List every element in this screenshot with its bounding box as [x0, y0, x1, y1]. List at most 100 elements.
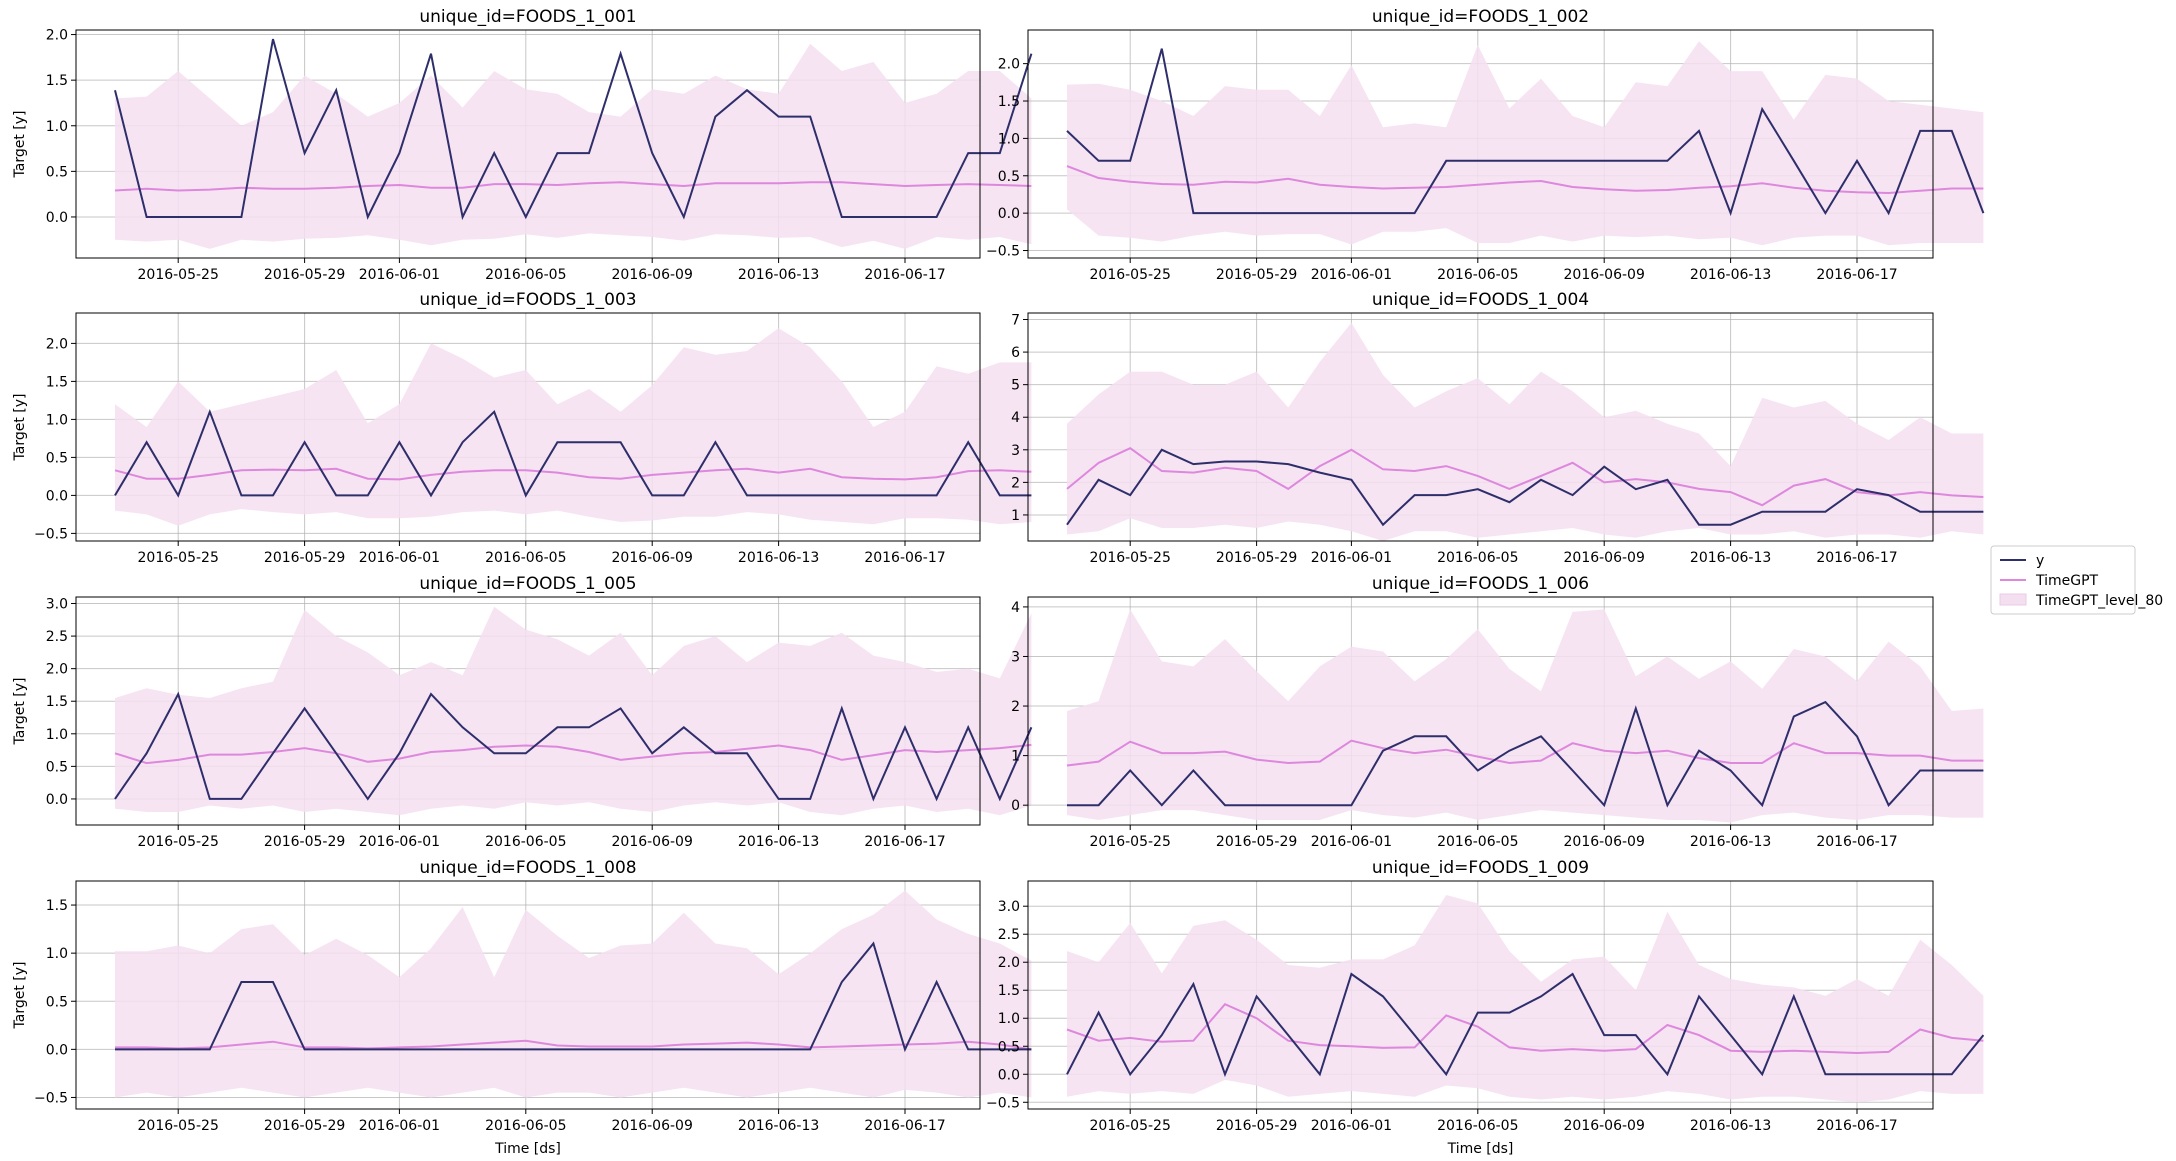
series-line-y	[1066, 972, 1985, 1078]
plot-frame	[1027, 29, 1934, 259]
y-tick-label: 2.5	[46, 629, 68, 645]
y-tick-label: 2	[1011, 699, 1020, 715]
x-tick-label: 2016-05-25	[1090, 1118, 1171, 1134]
series-band-level-80	[1067, 895, 1984, 1103]
series-line-timegpt	[114, 181, 1032, 192]
subplot-7: 2016-05-25 2016-05-29 2016-06-01 2016-06-05…	[12, 858, 1032, 1157]
x-tick-label: 2016-06-09	[612, 834, 693, 850]
y-axis-label: Target [y]	[12, 962, 28, 1030]
y-tick-label: 2.0	[46, 662, 68, 678]
x-tick-label: 2016-06-13	[738, 267, 819, 283]
y-tick-label: 1.5	[46, 898, 68, 914]
series-line-y	[1066, 448, 1984, 527]
x-tick-label: 2016-06-09	[1564, 267, 1645, 283]
x-axis-label: Time [ds]	[1447, 1141, 1514, 1157]
series-band-level-80	[115, 328, 1032, 526]
y-tick-label: 0.0	[998, 206, 1020, 222]
subplot-title: unique_id=FOODS_1_006	[1372, 574, 1589, 594]
y-tick-label: 0.5	[46, 994, 68, 1010]
x-tick-label: 2016-06-01	[1311, 834, 1392, 850]
x-tick-label: 2016-06-09	[1564, 550, 1645, 566]
x-tick-label: 2016-06-01	[1311, 1118, 1392, 1134]
y-tick-label: 4	[1011, 410, 1020, 426]
series-line-y	[114, 408, 1032, 498]
y-axis-label: Target [y]	[12, 111, 28, 179]
x-tick-label: 2016-06-17	[864, 834, 945, 850]
y-tick-label: 1	[1011, 749, 1020, 765]
x-tick-label: 2016-06-17	[1816, 267, 1897, 283]
y-tick-label: 3	[1011, 443, 1020, 459]
y-tick-label: 0.5	[46, 759, 68, 775]
x-tick-label: 2016-06-01	[359, 834, 440, 850]
x-tick-label: 2016-06-05	[1437, 550, 1518, 566]
series-line-timegpt	[1066, 1002, 1984, 1055]
y-tick-label: 0	[1011, 798, 1020, 814]
x-tick-label: 2016-06-05	[1437, 1118, 1518, 1134]
y-tick-label: 1.5	[998, 983, 1020, 999]
y-tick-label: 1	[1011, 508, 1020, 524]
series-band-level-80	[115, 890, 1032, 1098]
subplot-title: unique_id=FOODS_1_008	[419, 858, 636, 878]
y-tick-label: 5	[1011, 378, 1020, 394]
y-tick-label: 2.0	[46, 28, 68, 44]
plot-frame	[75, 880, 981, 1110]
series-line-timegpt	[1066, 165, 1984, 195]
subplot-title: unique_id=FOODS_1_003	[419, 290, 636, 310]
x-tick-label: 2016-06-05	[1437, 267, 1518, 283]
x-tick-label: 2016-06-13	[738, 834, 819, 850]
subplot-1: 2016-05-25 2016-05-29 2016-06-01 2016-06-05…	[12, 7, 1033, 283]
x-tick-label: 2016-05-25	[138, 1118, 219, 1134]
legend-frame	[1990, 545, 2136, 615]
y-tick-label: 3.0	[46, 597, 68, 613]
y-axis-label: Target [y]	[12, 678, 28, 746]
series-line-y	[1066, 48, 1985, 217]
legend-label-timegpt: TimeGPT	[2035, 573, 2099, 589]
x-tick-label: 2016-05-29	[264, 1118, 345, 1134]
y-tick-label: 1.0	[46, 412, 68, 428]
legend-swatch-level-80	[1999, 593, 2027, 606]
y-axis-label: Target [y]	[12, 394, 28, 462]
y-tick-label: 1.5	[46, 694, 68, 710]
y-tick-label: 2.5	[998, 927, 1020, 943]
y-tick-label: 2.0	[998, 57, 1020, 73]
y-tick-label: 1.0	[46, 119, 68, 135]
series-line-y	[114, 38, 1033, 221]
y-tick-label: 2.0	[46, 336, 68, 352]
x-tick-label: 2016-05-25	[1090, 267, 1171, 283]
y-tick-label: 1.0	[46, 727, 68, 743]
series-line-y	[114, 691, 1033, 802]
legend: y TimeGPT TimeGPT_level_80	[1990, 545, 2163, 615]
y-tick-label: 0.0	[46, 792, 68, 808]
x-tick-label: 2016-06-05	[1437, 834, 1518, 850]
x-tick-label: 2016-06-13	[738, 1118, 819, 1134]
subplot-title: unique_id=FOODS_1_001	[419, 7, 636, 27]
x-tick-label: 2016-06-01	[1311, 267, 1392, 283]
y-tick-label: 1.5	[46, 374, 68, 390]
y-tick-label: −0.5	[34, 1090, 68, 1106]
x-tick-label: 2016-06-01	[359, 1118, 440, 1134]
x-tick-label: 2016-05-29	[1216, 834, 1297, 850]
plot-frame	[75, 596, 981, 826]
x-tick-label: 2016-06-13	[1690, 550, 1771, 566]
y-tick-label: −0.5	[986, 1095, 1020, 1111]
x-tick-label: 2016-06-09	[1564, 1118, 1645, 1134]
x-tick-label: 2016-06-09	[1564, 834, 1645, 850]
x-tick-label: 2016-05-25	[138, 834, 219, 850]
series-band-level-80	[1067, 609, 1984, 823]
series-band-level-80	[115, 43, 1032, 249]
y-tick-label: 1.5	[998, 94, 1020, 110]
x-tick-label: 2016-05-29	[1216, 1118, 1297, 1134]
y-tick-label: 0.5	[46, 164, 68, 180]
subplot-title: unique_id=FOODS_1_004	[1372, 290, 1589, 310]
x-tick-label: 2016-05-29	[264, 834, 345, 850]
x-tick-label: 2016-06-17	[864, 550, 945, 566]
y-tick-label: 3.0	[998, 899, 1020, 915]
x-tick-label: 2016-05-29	[264, 267, 345, 283]
x-tick-label: 2016-06-05	[485, 1118, 566, 1134]
plot-frame	[1027, 596, 1934, 826]
x-tick-label: 2016-06-05	[485, 834, 566, 850]
x-tick-label: 2016-06-01	[359, 550, 440, 566]
subplot-title: unique_id=FOODS_1_009	[1372, 858, 1589, 878]
subplot-3: 2016-05-25 2016-05-29 2016-06-01 2016-06-05…	[12, 290, 1032, 566]
